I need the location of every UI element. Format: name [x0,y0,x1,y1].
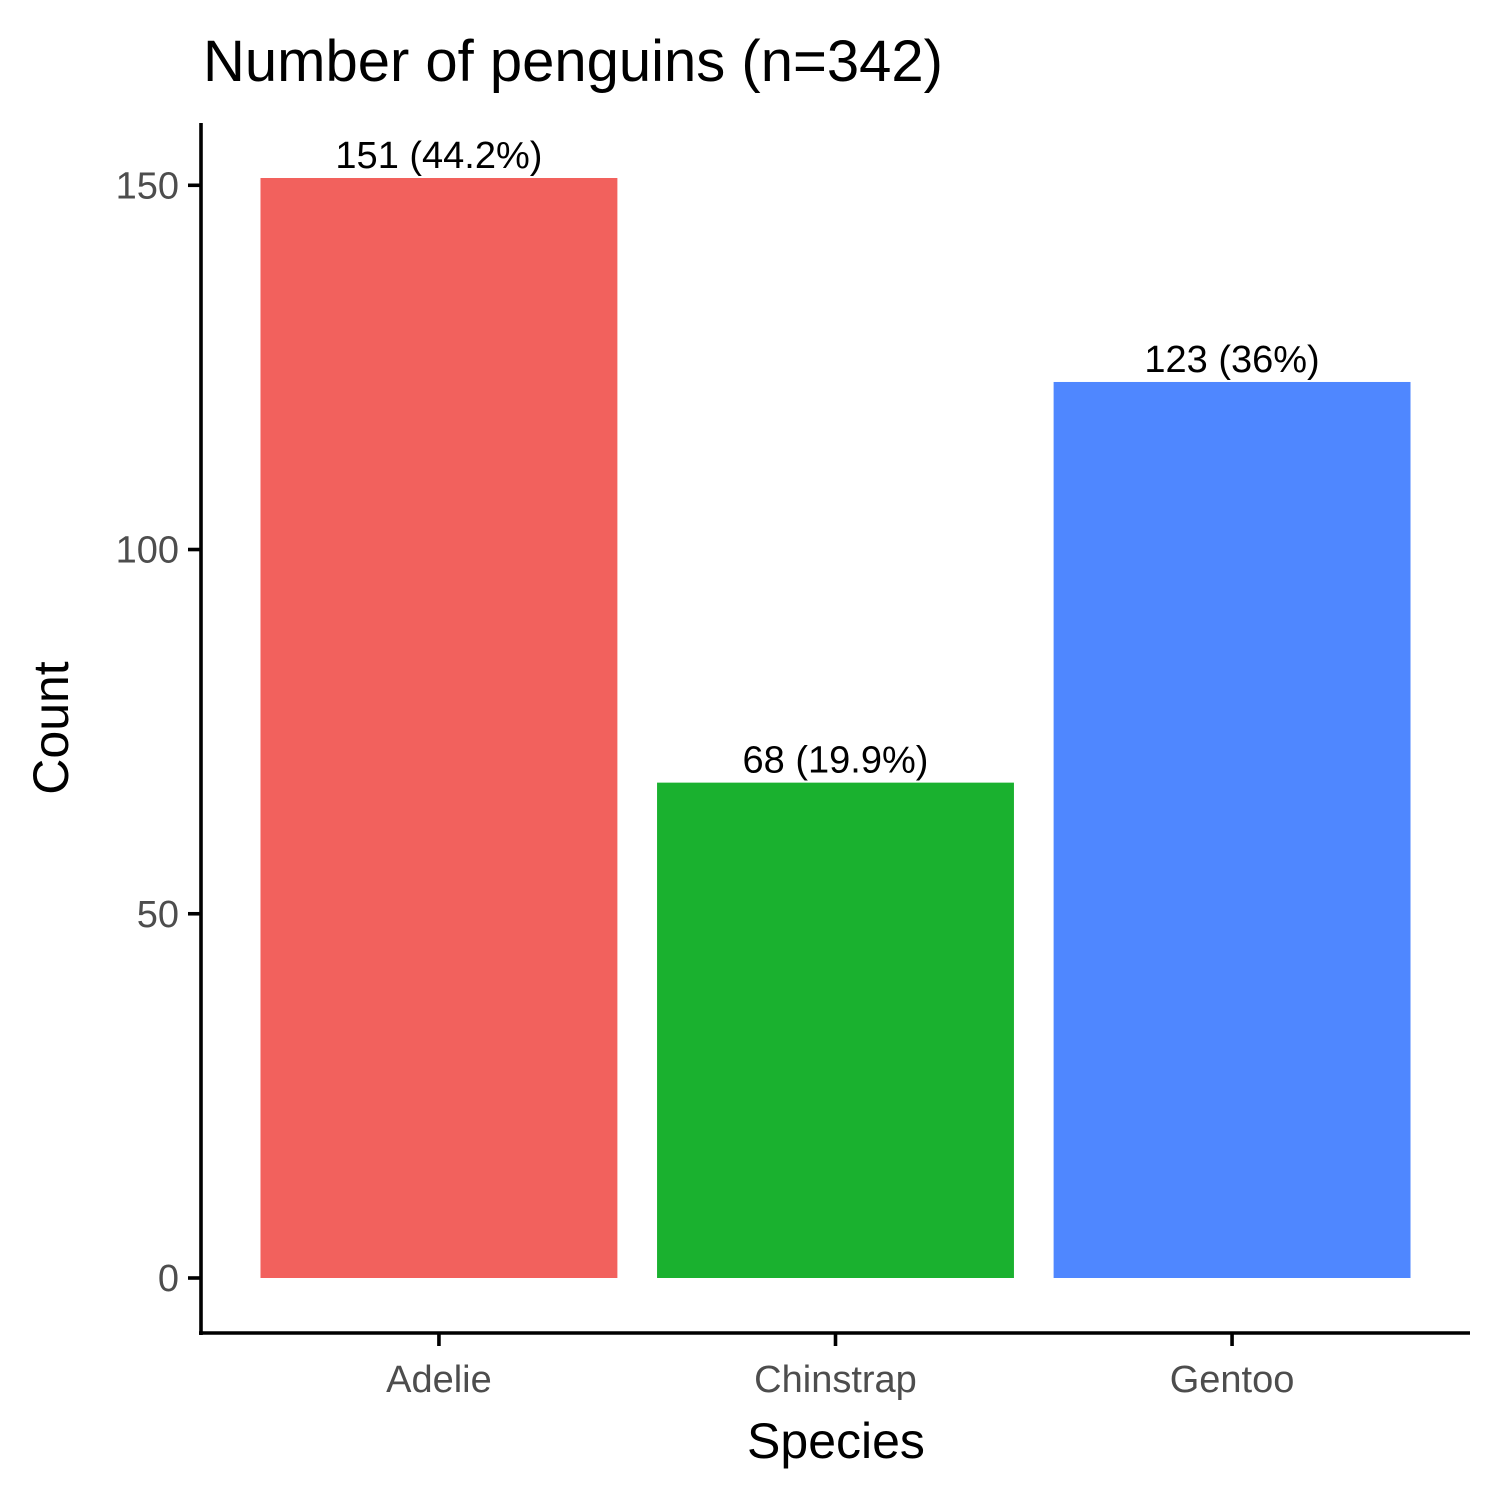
y-tick-label: 50 [137,894,179,936]
data-label-chinstrap: 68 (19.9%) [743,740,929,782]
y-tick-label: 150 [116,165,179,207]
bar-chinstrap [657,782,1014,1278]
x-axis-title: Species [747,1413,925,1469]
data-labels-layer: 151 (44.2%) 68 (19.9%) 123 (36%) [335,135,1319,782]
y-tick-label: 100 [116,530,179,572]
bar-adelie [260,178,618,1278]
bar-gentoo [1053,381,1411,1278]
x-tick-label: Gentoo [1170,1359,1295,1401]
chart-title: Number of penguins (n=342) [203,29,943,94]
x-tick-label: Adelie [386,1359,492,1401]
y-ticks-layer: 0 50 100 150 [116,165,201,1300]
data-label-adelie: 151 (44.2%) [335,135,542,177]
bars-layer [260,178,1411,1278]
y-tick-label: 0 [158,1258,179,1300]
y-axis-title: Count [23,661,79,795]
x-tick-label: Chinstrap [754,1359,917,1401]
x-ticks-layer: Adelie Chinstrap Gentoo [386,1333,1294,1401]
data-label-gentoo: 123 (36%) [1144,339,1319,381]
